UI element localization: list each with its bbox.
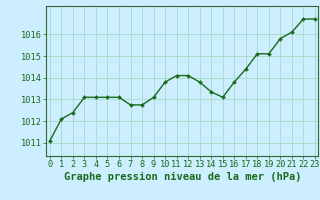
X-axis label: Graphe pression niveau de la mer (hPa): Graphe pression niveau de la mer (hPa) [64, 172, 301, 182]
